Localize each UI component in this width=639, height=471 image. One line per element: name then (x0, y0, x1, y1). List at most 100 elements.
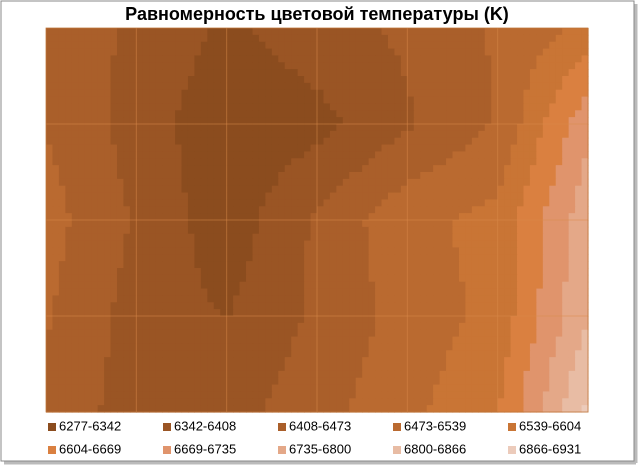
contour-cell (497, 165, 505, 173)
contour-cell (91, 89, 99, 98)
contour-cell (368, 261, 376, 269)
contour-cell (517, 48, 525, 57)
contour-cell (284, 343, 292, 351)
contour-cell (155, 377, 163, 386)
contour-cell (381, 76, 389, 84)
contour-cell (329, 377, 337, 386)
contour-cell (91, 309, 99, 317)
contour-cell (252, 398, 260, 406)
contour-cell (433, 76, 441, 84)
contour-cell (110, 343, 118, 351)
contour-cell (355, 384, 363, 393)
contour-cell (168, 62, 176, 70)
contour-cell (394, 76, 402, 84)
contour-cell (162, 336, 170, 345)
contour-cell (271, 110, 279, 118)
contour-cell (78, 281, 86, 290)
contour-cell (213, 110, 221, 118)
contour-cell (181, 343, 189, 351)
contour-cell (387, 96, 396, 105)
contour-cell (239, 288, 247, 297)
contour-cell (58, 370, 66, 379)
contour-cell (226, 48, 234, 57)
contour-cell (91, 124, 99, 132)
contour-cell (97, 151, 105, 159)
contour-cell (387, 172, 396, 180)
contour-cell (478, 55, 486, 63)
contour-cell (116, 89, 125, 98)
contour-cell (504, 103, 512, 111)
contour-cell (258, 370, 266, 379)
contour-cell (471, 48, 479, 57)
contour-cell (91, 377, 99, 386)
contour-cell (84, 62, 92, 70)
contour-cell (562, 336, 570, 345)
contour-cell (400, 405, 408, 413)
contour-cell (162, 185, 170, 194)
contour-cell (517, 137, 525, 146)
contour-cell (226, 41, 234, 50)
contour-cell (246, 302, 254, 310)
contour-cell (355, 199, 363, 207)
contour-cell (246, 172, 254, 180)
contour-cell (317, 370, 325, 379)
contour-cell (226, 226, 234, 235)
contour-cell (284, 316, 292, 324)
contour-cell (542, 28, 550, 36)
contour-cell (336, 261, 344, 269)
contour-cell (420, 28, 428, 36)
contour-cell (452, 213, 460, 221)
contour-cell (116, 110, 125, 118)
contour-cell (400, 117, 408, 125)
contour-cell (568, 103, 576, 111)
contour-cell (142, 274, 150, 283)
contour-cell (355, 62, 363, 70)
contour-cell (284, 213, 292, 221)
contour-cell (458, 130, 467, 139)
contour-cell (297, 103, 305, 111)
contour-cell (91, 213, 99, 221)
contour-cell (78, 69, 86, 77)
contour-cell (104, 192, 112, 201)
contour-cell (252, 124, 260, 132)
contour-cell (239, 124, 247, 132)
contour-cell (342, 329, 350, 338)
contour-cell (265, 233, 273, 242)
contour-cell (555, 343, 563, 351)
contour-cell (129, 281, 137, 290)
contour-cell (155, 329, 163, 338)
contour-cell (407, 48, 415, 57)
contour-cell (258, 96, 266, 105)
contour-cell (97, 76, 105, 84)
contour-cell (504, 41, 512, 50)
contour-cell (568, 322, 576, 331)
contour-cell (78, 213, 86, 221)
contour-cell (71, 192, 79, 201)
contour-cell (465, 343, 473, 351)
contour-cell (497, 48, 505, 57)
contour-cell (116, 316, 125, 324)
contour-cell (226, 364, 234, 372)
contour-cell (323, 185, 331, 194)
contour-cell (110, 295, 118, 303)
contour-cell (536, 309, 544, 317)
contour-cell (187, 398, 196, 406)
contour-cell (304, 364, 312, 372)
contour-cell (84, 350, 92, 358)
contour-cell (78, 165, 86, 173)
contour-cell (220, 261, 228, 269)
contour-cell (78, 329, 86, 338)
contour-cell (91, 151, 99, 159)
contour-cell (213, 192, 221, 201)
contour-cell (446, 405, 454, 413)
contour-cell (233, 226, 241, 235)
contour-cell (284, 364, 292, 372)
contour-cell (58, 391, 66, 399)
contour-cell (284, 55, 292, 63)
contour-cell (136, 55, 144, 63)
contour-cell (46, 178, 54, 187)
contour-cell (329, 103, 337, 111)
contour-cell (162, 213, 170, 221)
contour-cell (84, 89, 92, 98)
contour-cell (58, 364, 66, 372)
